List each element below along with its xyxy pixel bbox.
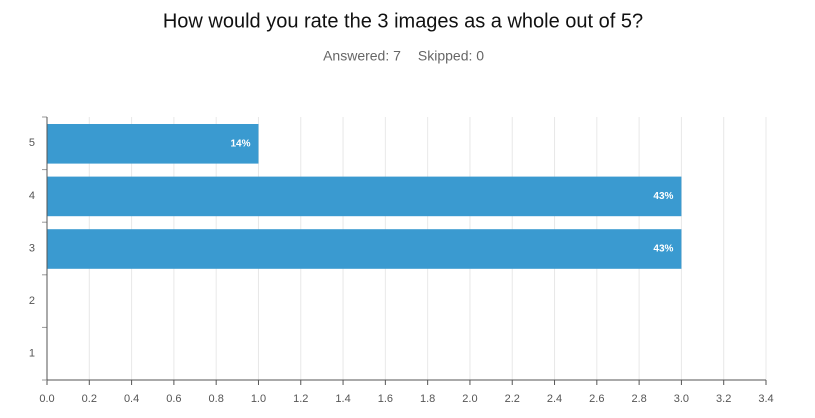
x-tick-label: 1.2	[293, 393, 308, 405]
y-tick-label: 3	[29, 242, 35, 254]
skipped: Skipped: 0	[418, 48, 484, 64]
x-tick-label: 2.0	[462, 393, 477, 405]
chart-title: How would you rate the 3 images as a who…	[163, 10, 643, 32]
x-tick-label: 3.4	[758, 393, 773, 405]
value-label: 14%	[230, 138, 250, 149]
x-tick-label: 1.6	[378, 393, 393, 405]
answered: Answered: 7	[323, 48, 401, 64]
x-tick-label: 3.2	[716, 393, 731, 405]
x-tick-label: 3.0	[674, 393, 689, 405]
x-tick-label: 1.8	[420, 393, 435, 405]
x-tick-label: 2.6	[589, 393, 604, 405]
y-tick-label: 4	[29, 190, 35, 202]
bar	[47, 124, 259, 164]
x-tick-label: 2.8	[631, 393, 646, 405]
value-label: 43%	[653, 244, 673, 255]
value-label: 43%	[653, 191, 673, 202]
y-tick-label: 1	[29, 348, 35, 360]
y-tick-label: 2	[29, 295, 35, 307]
x-tick-label: 0.2	[82, 393, 97, 405]
bar	[47, 176, 682, 217]
x-tick-label: 0.0	[39, 393, 54, 405]
x-tick-label: 2.4	[547, 393, 562, 405]
x-tick-label: 1.0	[251, 393, 266, 405]
x-tick-label: 0.4	[124, 393, 139, 405]
x-tick-label: 0.8	[209, 393, 224, 405]
x-tick-label: 0.6	[166, 393, 181, 405]
y-tick-label: 5	[29, 137, 35, 149]
bar	[47, 229, 682, 269]
x-tick-label: 1.4	[335, 393, 350, 405]
x-tick-label: 2.2	[505, 393, 520, 405]
